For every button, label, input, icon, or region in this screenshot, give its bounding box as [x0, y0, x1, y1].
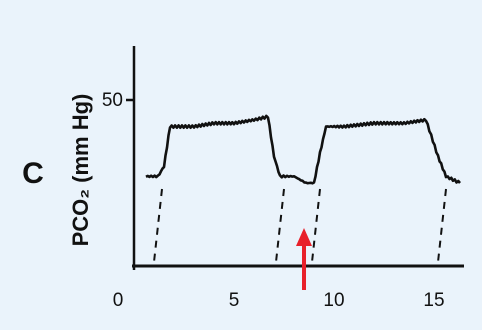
series-line	[145, 114, 461, 185]
x-tick-label: 15	[423, 290, 444, 311]
panel-label: C	[22, 157, 44, 190]
transition-dash	[437, 188, 448, 263]
y-axis-label: PCO₂ (mm Hg)	[68, 94, 93, 247]
y-tick-group: 50	[102, 90, 134, 111]
annotation-group	[296, 228, 313, 290]
x-tick-label: 10	[323, 290, 344, 311]
transition-markers	[153, 188, 448, 263]
transition-dash	[153, 188, 163, 263]
x-tick-group: 0 5 10 15	[113, 290, 445, 311]
arrow-head	[296, 228, 313, 246]
transition-dash	[311, 188, 321, 263]
transition-dash	[275, 188, 285, 263]
x-tick-label: 5	[229, 290, 240, 311]
x-tick-label: 0	[113, 290, 124, 311]
y-tick-label: 50	[102, 90, 123, 111]
series-group	[145, 114, 461, 185]
